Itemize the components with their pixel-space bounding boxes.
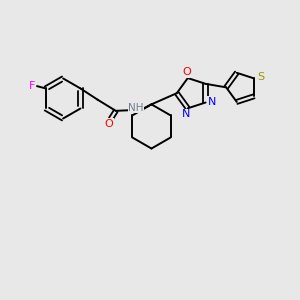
Text: NH: NH <box>128 103 144 113</box>
Text: F: F <box>28 80 35 91</box>
Text: O: O <box>182 67 191 77</box>
Text: N: N <box>182 109 190 119</box>
Text: O: O <box>104 119 113 129</box>
Text: S: S <box>257 72 264 82</box>
Text: N: N <box>208 97 216 107</box>
